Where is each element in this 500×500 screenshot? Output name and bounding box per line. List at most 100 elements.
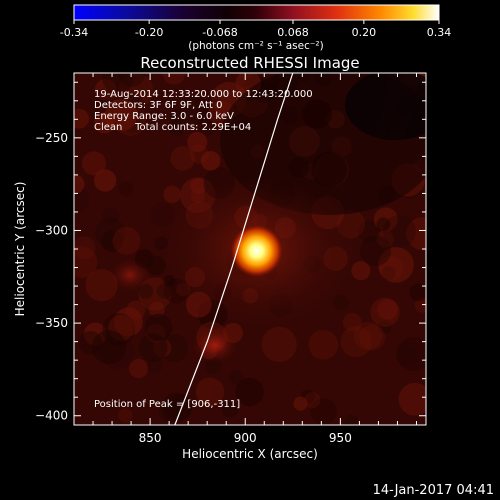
texture-blob bbox=[94, 78, 117, 101]
texture-blob bbox=[409, 283, 426, 302]
texture-blob bbox=[179, 95, 208, 125]
texture-blob bbox=[310, 398, 337, 425]
texture-blob bbox=[398, 382, 426, 416]
texture-blob bbox=[169, 109, 185, 124]
texture-blob bbox=[378, 246, 414, 283]
texture-blob bbox=[128, 359, 148, 379]
texture-blob bbox=[379, 255, 404, 281]
colorbar-unit-label: (photons cm⁻² s⁻¹ asec⁻²) bbox=[188, 40, 323, 52]
texture-blob bbox=[148, 301, 165, 318]
texture-blob bbox=[74, 236, 96, 260]
texture-blob bbox=[91, 330, 126, 365]
texture-blob bbox=[200, 151, 221, 171]
texture-blob bbox=[118, 73, 154, 108]
texture-blob bbox=[228, 370, 244, 386]
texture-blob bbox=[105, 98, 138, 132]
texture-blob bbox=[160, 334, 189, 362]
texture-blob bbox=[370, 297, 400, 327]
texture-blob bbox=[163, 185, 181, 204]
y-tick-label: −350 bbox=[35, 316, 68, 330]
colorbar-tick-label: -0.068 bbox=[202, 26, 237, 39]
texture-blob bbox=[162, 73, 186, 85]
colorbar-tick-label: 0.20 bbox=[352, 26, 377, 39]
texture-blob bbox=[166, 393, 193, 421]
texture-blob bbox=[118, 73, 146, 87]
x-axis-label: Heliocentric X (arcsec) bbox=[182, 447, 318, 461]
colorbar-tick-label: -0.34 bbox=[60, 26, 88, 39]
texture-blob bbox=[156, 283, 173, 299]
texture-blob bbox=[381, 266, 396, 281]
peak-position-label: Position of Peak = [906,-311] bbox=[94, 399, 240, 410]
texture-blob bbox=[342, 312, 362, 332]
texture-blob bbox=[74, 246, 98, 279]
texture-blob bbox=[150, 202, 175, 227]
x-tick-label: 950 bbox=[329, 431, 352, 445]
texture-blob bbox=[118, 181, 134, 197]
texture-blob bbox=[340, 326, 372, 358]
texture-blob bbox=[187, 132, 208, 152]
y-tick-label: −400 bbox=[35, 409, 68, 423]
texture-blob bbox=[158, 399, 182, 423]
y-axis-ticks: −250 −300 −350 −400 bbox=[35, 81, 426, 423]
texture-blob bbox=[112, 226, 141, 255]
texture-blob bbox=[196, 115, 218, 136]
texture-blob bbox=[170, 146, 195, 171]
y-axis-label: Heliocentric Y (arcsec) bbox=[13, 182, 27, 317]
texture-blob bbox=[95, 217, 126, 248]
texture-blob bbox=[82, 151, 106, 176]
x-tick-label: 900 bbox=[234, 431, 257, 445]
texture-blob bbox=[235, 377, 264, 407]
texture-blob bbox=[78, 331, 103, 355]
colorbar-gradient bbox=[73, 4, 440, 21]
dark-corner bbox=[345, 73, 426, 140]
texture-blob bbox=[406, 217, 426, 251]
texture-blob bbox=[102, 206, 120, 225]
texture-blob bbox=[101, 230, 124, 253]
texture-blob bbox=[396, 344, 418, 367]
annotation-energy-range: Energy Range: 3.0 - 6.0 keV bbox=[94, 111, 234, 122]
texture-blob bbox=[293, 396, 308, 411]
texture-blob bbox=[138, 277, 172, 311]
colorbar-tick-label: 0.34 bbox=[427, 26, 452, 39]
texture-blob bbox=[359, 324, 386, 351]
x-axis-ticks: 850 900 950 bbox=[92, 73, 417, 445]
peak-source bbox=[230, 224, 283, 277]
texture-blob bbox=[169, 120, 185, 136]
texture-blob bbox=[154, 236, 169, 250]
texture-blob bbox=[195, 92, 221, 118]
texture-blob bbox=[113, 307, 143, 337]
colorbar-ticks: -0.34 -0.20 -0.068 0.068 0.20 0.34 bbox=[60, 20, 451, 39]
y-tick-label: −300 bbox=[35, 223, 68, 237]
texture-blob bbox=[114, 104, 147, 136]
texture-blob bbox=[357, 220, 381, 243]
texture-blob bbox=[304, 391, 321, 409]
faint-source bbox=[110, 259, 150, 291]
texture-blob bbox=[74, 174, 85, 194]
colorbar-tick-label: 0.068 bbox=[277, 26, 309, 39]
texture-blob bbox=[377, 299, 398, 320]
texture-blob bbox=[351, 261, 371, 281]
texture-blob bbox=[376, 229, 395, 248]
texture-blob bbox=[396, 336, 426, 372]
texture-blob bbox=[376, 217, 391, 232]
annotation-detectors: Detectors: 3F 6F 9F, Att 0 bbox=[94, 100, 222, 111]
footer-timestamp: 14-Jan-2017 04:41 bbox=[372, 483, 494, 498]
colorbar: -0.34 -0.20 -0.068 0.068 0.20 0.34 (photons c… bbox=[60, 4, 451, 52]
texture-blob bbox=[94, 88, 112, 106]
solar-limb-line bbox=[174, 73, 294, 425]
colorbar-tick-label: -0.20 bbox=[135, 26, 163, 39]
texture-blob bbox=[144, 313, 173, 341]
image-area bbox=[74, 73, 426, 425]
texture-blob bbox=[190, 178, 207, 194]
texture-blob bbox=[118, 408, 133, 423]
texture-blob bbox=[333, 295, 349, 311]
texture-blob bbox=[102, 73, 134, 94]
y-tick-label: −250 bbox=[35, 131, 68, 145]
texture-blob bbox=[93, 169, 117, 192]
annotation-block: 19-Aug-2014 12:33:20.000 to 12:43:20.000… bbox=[94, 89, 313, 133]
annotation-total-counts: Clean Total counts: 2.29E+04 bbox=[94, 122, 251, 133]
texture-blob bbox=[343, 414, 359, 425]
texture-blob bbox=[74, 108, 90, 129]
